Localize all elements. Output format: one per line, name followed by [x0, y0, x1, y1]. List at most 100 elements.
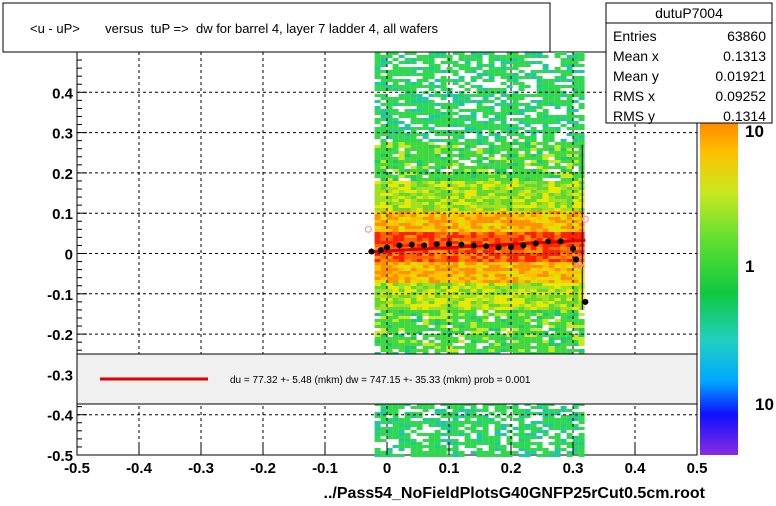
density-cell [404, 343, 411, 346]
density-cell [410, 109, 417, 112]
density-cell [380, 112, 387, 115]
density-cell [392, 112, 399, 115]
density-cell [458, 205, 465, 208]
density-cell [500, 286, 507, 289]
density-cell [524, 61, 531, 64]
density-cell [476, 331, 483, 334]
density-cell [566, 73, 573, 76]
density-cell [452, 124, 459, 127]
density-cell [440, 211, 447, 214]
density-cell [446, 343, 453, 346]
density-cell [440, 61, 447, 64]
density-cell [458, 121, 465, 124]
density-cell [428, 289, 435, 292]
density-cell [542, 82, 549, 85]
density-cell [404, 226, 411, 229]
density-cell [428, 259, 435, 262]
density-cell [380, 283, 387, 286]
density-cell [380, 256, 387, 259]
density-cell [512, 142, 519, 145]
density-cell [428, 214, 435, 217]
density-cell [518, 262, 525, 265]
density-cell [530, 199, 537, 202]
density-cell [422, 265, 429, 268]
density-cell [518, 202, 525, 205]
density-cell [506, 124, 513, 127]
density-cell [398, 286, 405, 289]
density-cell [452, 283, 459, 286]
density-cell [518, 181, 525, 184]
density-cell [380, 139, 387, 142]
density-cell [380, 160, 387, 163]
density-cell [506, 226, 513, 229]
density-cell [524, 451, 531, 454]
density-cell [518, 64, 525, 67]
density-cell [518, 283, 525, 286]
density-cell [386, 184, 393, 187]
density-cell [452, 175, 459, 178]
density-cell [464, 142, 471, 145]
density-cell [476, 298, 483, 301]
density-cell [560, 286, 567, 289]
density-cell [398, 223, 405, 226]
density-cell [488, 172, 495, 175]
density-cell [566, 268, 573, 271]
density-cell [578, 205, 585, 208]
density-cell [404, 142, 411, 145]
density-cell [506, 238, 513, 241]
density-cell [464, 229, 471, 232]
density-cell [434, 190, 441, 193]
density-cell [452, 241, 459, 244]
density-cell [446, 202, 453, 205]
density-cell [452, 103, 459, 106]
density-cell [422, 298, 429, 301]
density-cell [560, 61, 567, 64]
density-cell [452, 196, 459, 199]
density-cell [398, 136, 405, 139]
density-cell [542, 412, 549, 415]
density-cell [398, 283, 405, 286]
density-cell [374, 322, 381, 325]
density-cell [578, 307, 585, 310]
density-cell [530, 202, 537, 205]
density-cell [392, 169, 399, 172]
density-cell [536, 118, 543, 121]
density-cell [404, 439, 411, 442]
density-cell [572, 286, 579, 289]
density-cell [560, 145, 567, 148]
density-cell [470, 247, 477, 250]
density-cell [380, 82, 387, 85]
density-cell [542, 289, 549, 292]
density-cell [392, 220, 399, 223]
density-cell [506, 214, 513, 217]
density-cell [446, 145, 453, 148]
density-cell [518, 289, 525, 292]
density-cell [578, 268, 585, 271]
density-cell [446, 103, 453, 106]
density-cell [518, 454, 525, 457]
density-cell [548, 307, 555, 310]
density-cell [494, 337, 501, 340]
density-cell [536, 328, 543, 331]
density-cell [386, 121, 393, 124]
density-cell [500, 346, 507, 349]
density-cell [446, 220, 453, 223]
density-cell [494, 112, 501, 115]
density-cell [374, 220, 381, 223]
density-cell [578, 97, 585, 100]
density-cell [446, 142, 453, 145]
density-cell [392, 202, 399, 205]
density-cell [470, 229, 477, 232]
density-cell [380, 196, 387, 199]
density-cell [578, 178, 585, 181]
density-cell [470, 319, 477, 322]
density-cell [428, 298, 435, 301]
density-cell [440, 172, 447, 175]
density-cell [392, 445, 399, 448]
density-cell [416, 196, 423, 199]
density-cell [578, 184, 585, 187]
density-cell [506, 208, 513, 211]
density-cell [386, 157, 393, 160]
density-cell [524, 424, 531, 427]
density-cell [482, 430, 489, 433]
